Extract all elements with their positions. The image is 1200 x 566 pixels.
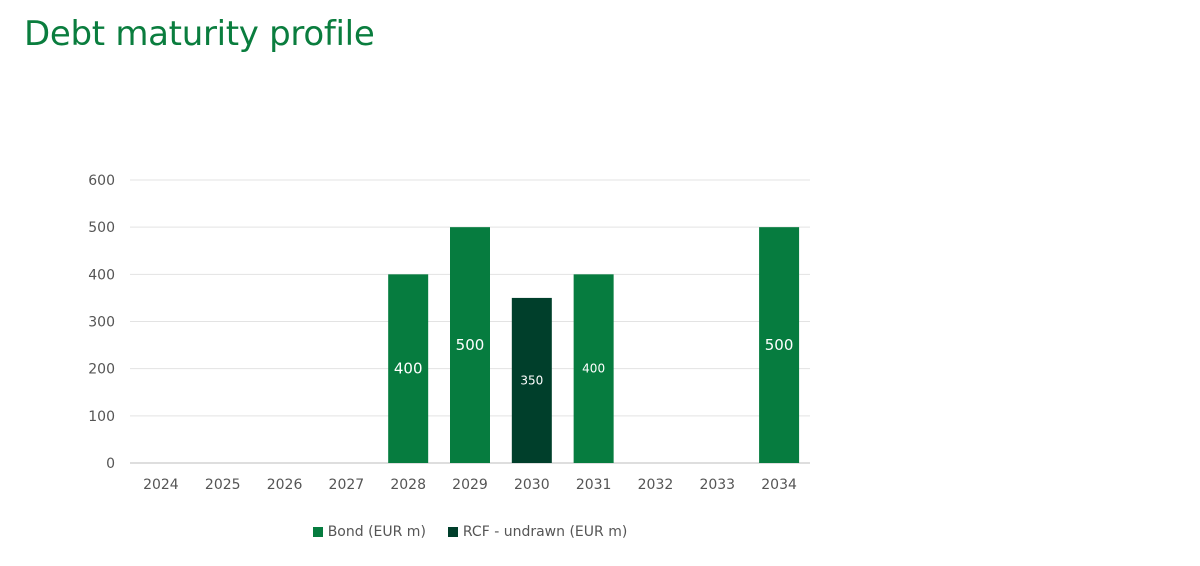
- y-tick-label: 0: [106, 456, 115, 472]
- x-tick-label: 2029: [452, 477, 488, 493]
- y-tick-label: 500: [88, 220, 115, 236]
- y-tick-label: 600: [88, 173, 115, 189]
- x-tick-label: 2026: [267, 477, 303, 493]
- legend-item-bond: Bond (EUR m): [312, 524, 426, 540]
- page-title: Debt maturity profile: [24, 14, 375, 54]
- x-tick-label: 2030: [514, 477, 550, 493]
- legend-item-rcf: RCF - undrawn (EUR m): [447, 524, 628, 540]
- x-axis: 2024 2025 2026 2027 2028 2029 2030 2031 2032 2033…: [143, 477, 797, 493]
- bar: [511, 297, 552, 463]
- y-tick-label: 400: [88, 267, 115, 283]
- x-tick-label: 2034: [761, 477, 797, 493]
- data-label: 400: [582, 362, 605, 376]
- data-label: 500: [456, 336, 485, 354]
- data-label: 350: [520, 373, 543, 387]
- y-tick-label: 300: [88, 315, 115, 331]
- x-tick-label: 2024: [143, 477, 179, 493]
- bar: [450, 227, 490, 463]
- legend-label-rcf: RCF - undrawn (EUR m): [462, 524, 628, 540]
- legend-label-bond: Bond (EUR m): [327, 524, 426, 540]
- x-tick-label: 2031: [576, 477, 612, 493]
- legend-swatch-rcf: [447, 527, 458, 537]
- y-tick-label: 200: [88, 362, 115, 378]
- chart-legend: Bond (EUR m) RCF - undrawn (EUR m): [0, 524, 940, 540]
- x-tick-label: 2032: [638, 477, 674, 493]
- legend-swatch-bond: [312, 527, 323, 537]
- data-label: 500: [765, 336, 794, 354]
- chart-bars: 400 500 400 500 350: [388, 227, 800, 463]
- y-axis: 0 100 200 300 400 500 600: [88, 173, 115, 472]
- y-tick-label: 100: [88, 409, 115, 425]
- x-tick-label: 2025: [205, 477, 241, 493]
- bar: [759, 227, 800, 463]
- data-label: 400: [394, 360, 423, 378]
- x-tick-label: 2033: [699, 477, 735, 493]
- x-tick-label: 2028: [390, 477, 426, 493]
- x-tick-label: 2027: [329, 477, 365, 493]
- bar: [573, 274, 614, 463]
- bar: [388, 274, 429, 463]
